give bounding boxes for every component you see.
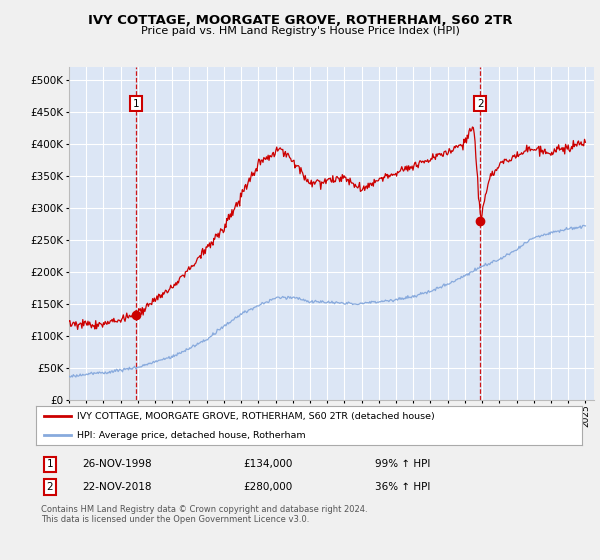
Text: IVY COTTAGE, MOORGATE GROVE, ROTHERHAM, S60 2TR: IVY COTTAGE, MOORGATE GROVE, ROTHERHAM, …	[88, 14, 512, 27]
Text: Price paid vs. HM Land Registry's House Price Index (HPI): Price paid vs. HM Land Registry's House …	[140, 26, 460, 36]
Text: £134,000: £134,000	[244, 459, 293, 469]
Text: £280,000: £280,000	[244, 482, 293, 492]
Text: Contains HM Land Registry data © Crown copyright and database right 2024.
This d: Contains HM Land Registry data © Crown c…	[41, 505, 368, 524]
Text: 99% ↑ HPI: 99% ↑ HPI	[374, 459, 430, 469]
Text: 1: 1	[46, 459, 53, 469]
Text: IVY COTTAGE, MOORGATE GROVE, ROTHERHAM, S60 2TR (detached house): IVY COTTAGE, MOORGATE GROVE, ROTHERHAM, …	[77, 412, 434, 421]
Text: 22-NOV-2018: 22-NOV-2018	[82, 482, 152, 492]
Text: 26-NOV-1998: 26-NOV-1998	[82, 459, 152, 469]
Text: 1: 1	[133, 99, 139, 109]
Text: 2: 2	[477, 99, 484, 109]
Text: 2: 2	[46, 482, 53, 492]
Text: HPI: Average price, detached house, Rotherham: HPI: Average price, detached house, Roth…	[77, 431, 305, 440]
Text: 36% ↑ HPI: 36% ↑ HPI	[374, 482, 430, 492]
